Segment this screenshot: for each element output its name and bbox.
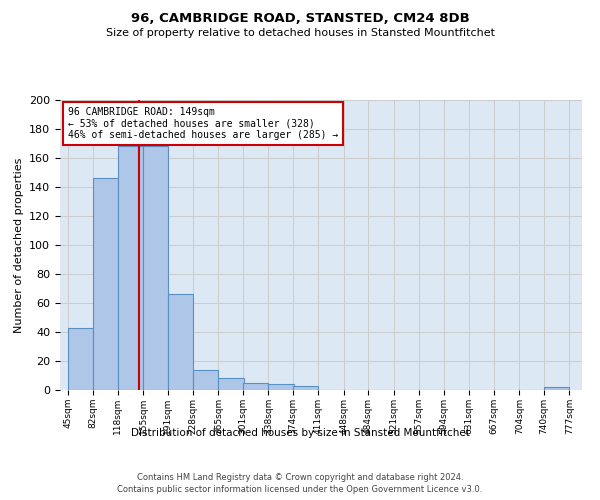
Bar bbox=[167, 294, 193, 390]
Text: Contains public sector information licensed under the Open Government Licence v3: Contains public sector information licen… bbox=[118, 485, 482, 494]
Bar bbox=[268, 384, 294, 390]
Bar bbox=[68, 328, 93, 390]
Bar bbox=[193, 370, 218, 390]
Bar bbox=[118, 146, 143, 390]
Bar bbox=[243, 383, 268, 390]
Bar bbox=[218, 378, 244, 390]
Bar bbox=[143, 146, 169, 390]
Bar bbox=[293, 386, 319, 390]
Text: 96, CAMBRIDGE ROAD, STANSTED, CM24 8DB: 96, CAMBRIDGE ROAD, STANSTED, CM24 8DB bbox=[131, 12, 469, 26]
Text: Size of property relative to detached houses in Stansted Mountfitchet: Size of property relative to detached ho… bbox=[106, 28, 494, 38]
Bar bbox=[544, 387, 569, 390]
Y-axis label: Number of detached properties: Number of detached properties bbox=[14, 158, 23, 332]
Bar bbox=[93, 178, 118, 390]
Text: 96 CAMBRIDGE ROAD: 149sqm
← 53% of detached houses are smaller (328)
46% of semi: 96 CAMBRIDGE ROAD: 149sqm ← 53% of detac… bbox=[68, 108, 338, 140]
Text: Distribution of detached houses by size in Stansted Mountfitchet: Distribution of detached houses by size … bbox=[131, 428, 469, 438]
Text: Contains HM Land Registry data © Crown copyright and database right 2024.: Contains HM Land Registry data © Crown c… bbox=[137, 472, 463, 482]
